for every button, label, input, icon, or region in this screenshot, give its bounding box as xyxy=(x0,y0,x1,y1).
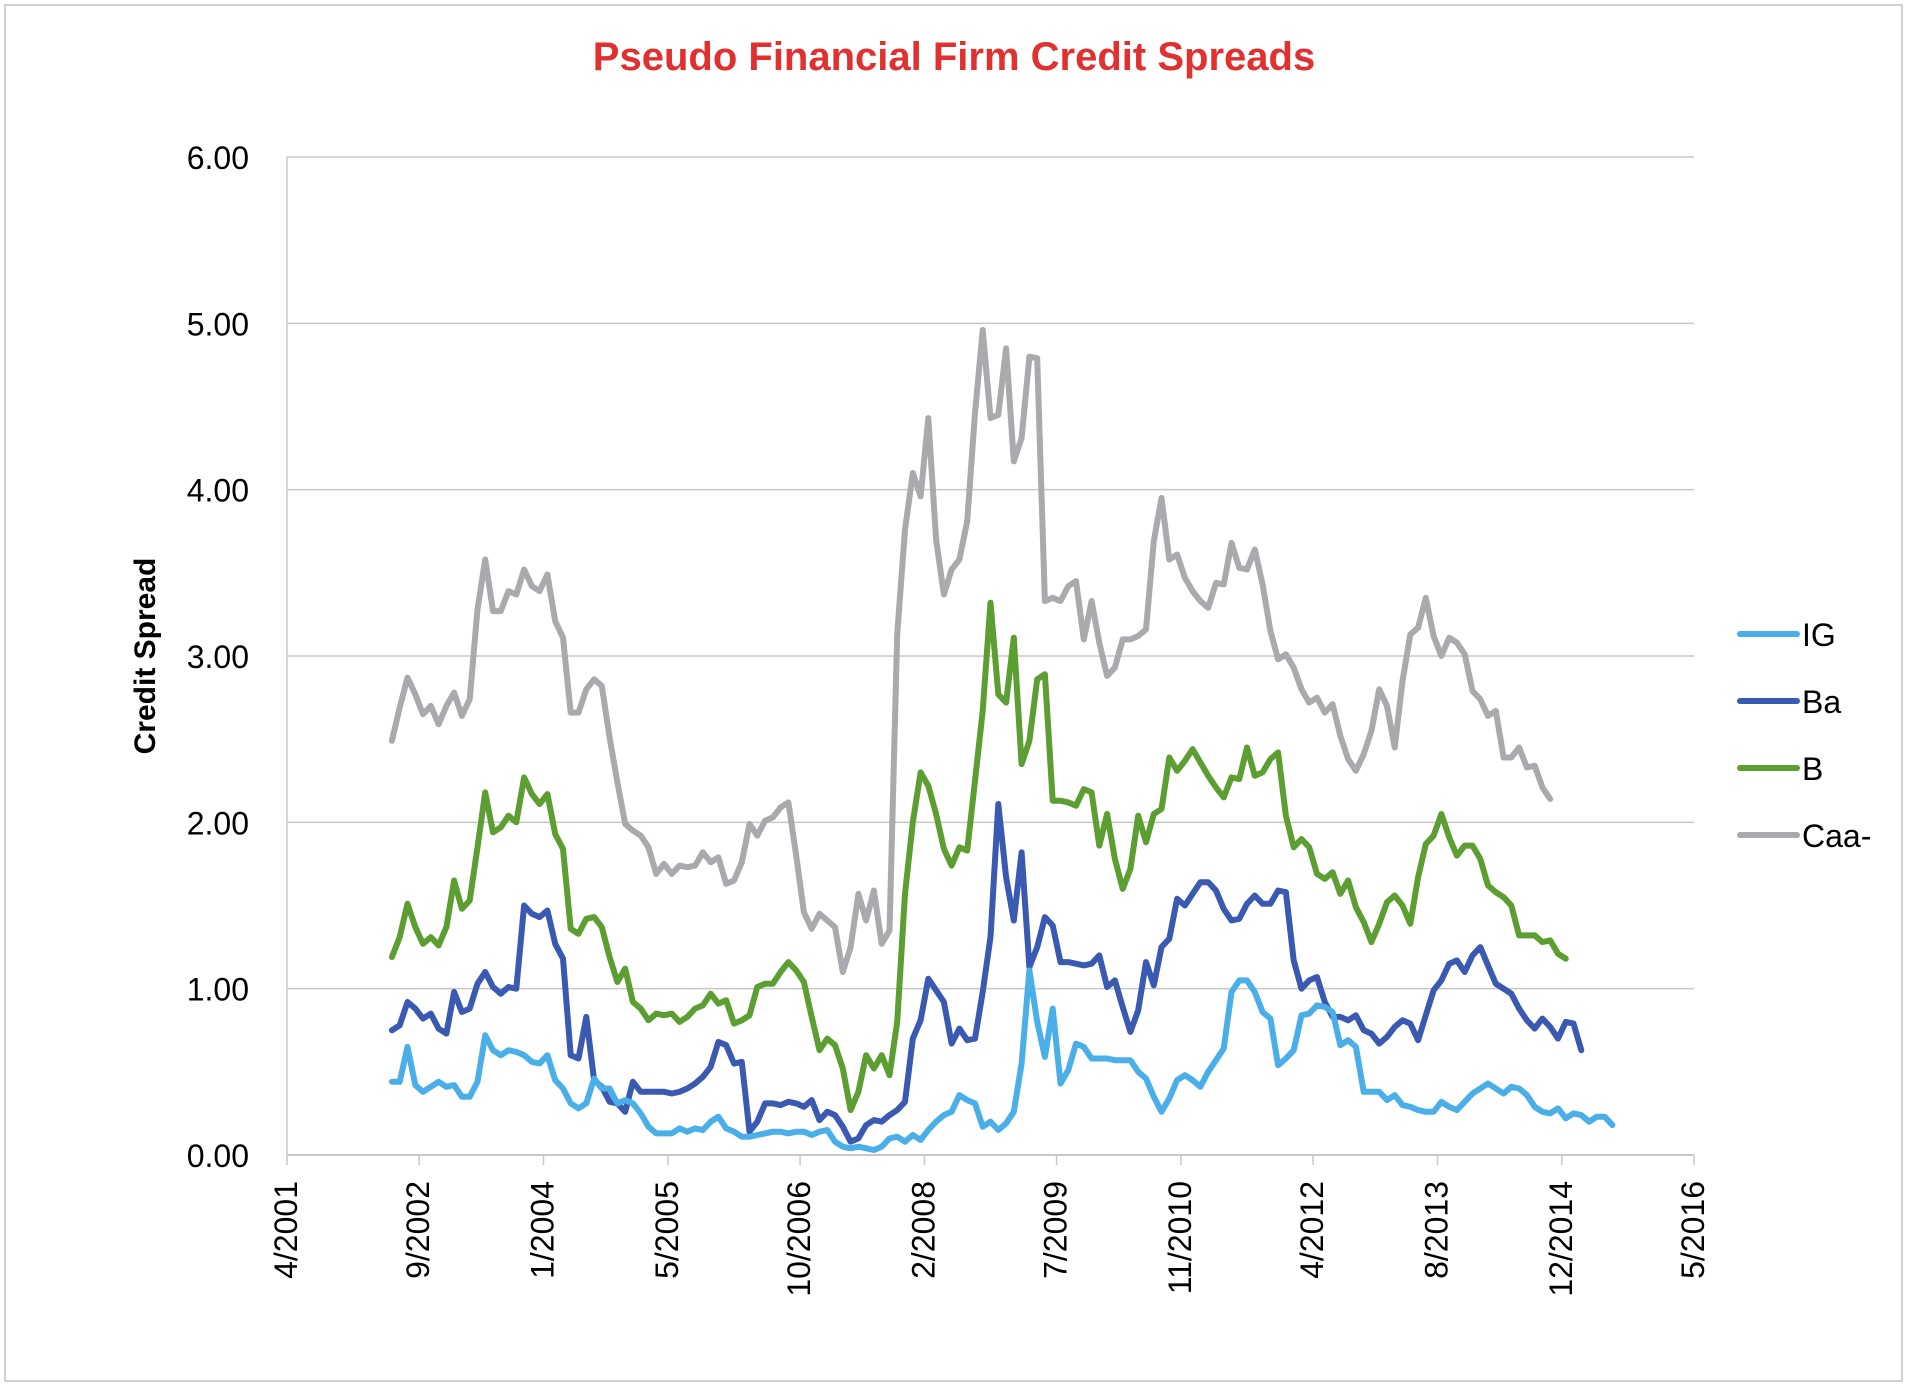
y-tick-label: 0.00 xyxy=(187,1138,249,1174)
x-tick-label: 11/2010 xyxy=(1162,1181,1198,1294)
x-tick-label: 4/2012 xyxy=(1294,1181,1330,1279)
y-axis-label: Credit Spread xyxy=(129,558,162,755)
series-line-ba xyxy=(388,801,1585,1145)
y-tick-label: 6.00 xyxy=(187,140,249,176)
y-tick-label: 1.00 xyxy=(187,972,249,1008)
x-tick-label: 12/2014 xyxy=(1543,1181,1579,1297)
legend: IG Ba B Caa- xyxy=(1737,617,1871,854)
x-tick-label: 9/2002 xyxy=(400,1181,436,1279)
legend-label-ig: IG xyxy=(1802,617,1836,653)
x-tick-label: 5/2005 xyxy=(649,1181,685,1279)
chart-title: Pseudo Financial Firm Credit Spreads xyxy=(593,35,1315,79)
y-axis-ticks: 0.00 1.00 2.00 3.00 4.00 5.00 6.00 xyxy=(187,140,249,1174)
chart-frame xyxy=(4,4,1903,1382)
x-tick-label: 2/2008 xyxy=(905,1181,941,1279)
x-tick-label: 5/2016 xyxy=(1675,1181,1711,1279)
series-lines xyxy=(388,327,1616,1153)
series-line-ig xyxy=(388,967,1616,1153)
legend-label-ba: Ba xyxy=(1802,684,1841,720)
y-tick-label: 3.00 xyxy=(187,639,249,675)
x-tick-label: 7/2009 xyxy=(1038,1181,1074,1279)
x-tick-label: 10/2006 xyxy=(781,1181,817,1297)
series-line-caa xyxy=(388,327,1554,975)
series-line-b xyxy=(388,599,1569,1114)
legend-label-b: B xyxy=(1802,751,1823,787)
gridlines xyxy=(287,156,1694,990)
x-tick-label: 8/2013 xyxy=(1418,1181,1454,1279)
legend-label-caa: Caa- xyxy=(1802,818,1871,854)
x-tick-label: 1/2004 xyxy=(525,1181,561,1279)
y-tick-label: 5.00 xyxy=(187,306,249,342)
axes xyxy=(286,157,1694,1156)
y-tick-label: 4.00 xyxy=(187,473,249,509)
x-axis-ticks: 4/2001 9/2002 1/2004 5/2005 10/2006 2/2008 7/2… xyxy=(268,1155,1711,1297)
x-tick-label: 4/2001 xyxy=(268,1181,304,1279)
y-tick-label: 2.00 xyxy=(187,805,249,841)
